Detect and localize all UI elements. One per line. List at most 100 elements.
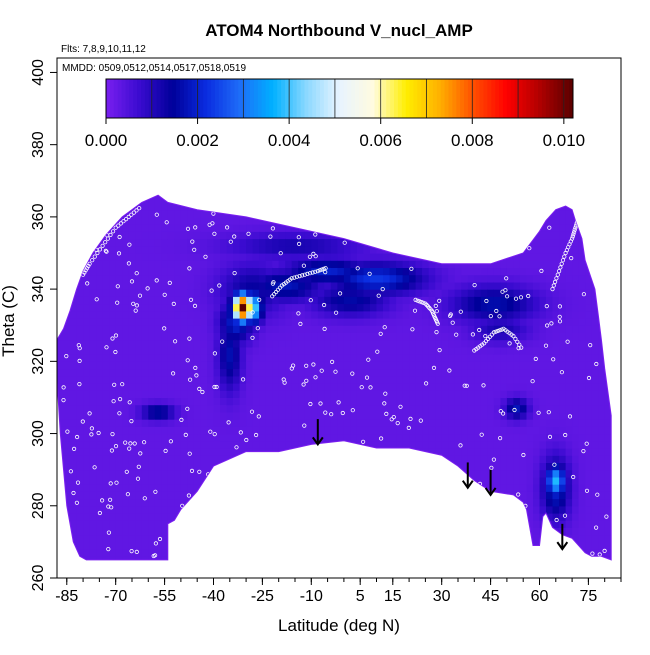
heat-cell bbox=[311, 498, 319, 507]
heat-cell bbox=[500, 498, 508, 507]
heat-cell bbox=[76, 224, 84, 232]
heat-cell bbox=[148, 484, 156, 492]
heat-cell bbox=[356, 491, 364, 500]
heat-cell bbox=[415, 332, 423, 341]
heat-cell bbox=[135, 390, 143, 398]
heat-cell bbox=[559, 455, 567, 463]
heat-cell bbox=[480, 238, 488, 247]
heat-cell bbox=[350, 245, 358, 254]
heat-cell bbox=[409, 375, 417, 384]
heat-cell bbox=[213, 339, 221, 348]
heat-cell bbox=[89, 361, 97, 370]
heat-cell bbox=[233, 202, 241, 211]
heat-cell bbox=[513, 289, 521, 297]
heat-cell bbox=[389, 361, 397, 370]
heat-cell bbox=[591, 513, 599, 521]
sample-point bbox=[359, 385, 364, 390]
heat-cell bbox=[167, 224, 175, 232]
heat-cell bbox=[539, 383, 547, 391]
heat-cell bbox=[63, 195, 71, 196]
heat-cell bbox=[422, 267, 430, 276]
heat-cell bbox=[422, 564, 429, 572]
heat-cell bbox=[454, 195, 462, 196]
heat-cell bbox=[415, 419, 423, 427]
heat-cell bbox=[552, 274, 560, 283]
heat-cell bbox=[611, 217, 618, 225]
heat-cell bbox=[291, 361, 299, 370]
heat-cell bbox=[174, 520, 182, 528]
heat-cell bbox=[422, 209, 430, 218]
heat-cell bbox=[396, 426, 404, 435]
heat-cell bbox=[200, 404, 208, 413]
heat-cell bbox=[63, 469, 71, 478]
heat-cell bbox=[207, 346, 215, 355]
heat-cell bbox=[572, 375, 580, 384]
heat-cell bbox=[89, 260, 97, 268]
heat-cell bbox=[448, 541, 456, 550]
heat-cell bbox=[83, 281, 91, 290]
heat-cell bbox=[402, 549, 410, 557]
heat-cell bbox=[578, 195, 586, 203]
heat-cell bbox=[154, 339, 162, 348]
heat-cell bbox=[278, 296, 286, 305]
sample-point bbox=[163, 448, 168, 453]
heat-cell bbox=[89, 541, 97, 550]
sample-point bbox=[241, 377, 246, 382]
heat-cell bbox=[467, 433, 475, 442]
heat-cell bbox=[441, 549, 449, 557]
sample-point bbox=[342, 240, 347, 245]
heat-cell bbox=[363, 310, 371, 319]
heat-cell bbox=[519, 534, 527, 543]
heat-cell bbox=[174, 469, 182, 478]
heat-cell bbox=[513, 281, 521, 290]
heat-cell bbox=[389, 419, 397, 427]
heat-cell bbox=[161, 541, 169, 550]
heat-cell bbox=[174, 476, 182, 485]
heat-cell bbox=[422, 455, 430, 463]
heat-cell bbox=[102, 325, 110, 333]
heat-cell bbox=[220, 556, 228, 560]
heat-cell bbox=[454, 325, 462, 333]
sample-point bbox=[127, 400, 132, 405]
heat-cell bbox=[435, 411, 443, 420]
heat-cell bbox=[461, 281, 469, 290]
heat-cell bbox=[285, 281, 293, 290]
heat-cell bbox=[409, 354, 417, 362]
heat-cell bbox=[487, 534, 495, 543]
heat-cell bbox=[519, 476, 527, 485]
heat-cell bbox=[324, 484, 332, 492]
heat-cell bbox=[389, 202, 397, 211]
heat-cell bbox=[239, 549, 247, 557]
heat-cell bbox=[376, 419, 384, 427]
heat-cell bbox=[259, 419, 267, 427]
heat-cell bbox=[604, 361, 612, 370]
sample-point bbox=[113, 349, 118, 355]
heat-cell bbox=[233, 375, 241, 384]
heat-cell bbox=[533, 383, 541, 391]
heat-cell bbox=[467, 505, 475, 514]
heat-cell bbox=[539, 325, 547, 333]
heat-cell bbox=[122, 448, 130, 456]
heat-cell bbox=[180, 224, 188, 232]
heat-cell bbox=[546, 195, 554, 196]
heat-cell bbox=[611, 527, 618, 535]
heat-cell bbox=[330, 455, 338, 463]
heat-cell bbox=[83, 209, 91, 218]
heat-cell bbox=[285, 260, 293, 268]
heat-cell bbox=[487, 339, 495, 348]
heat-cell bbox=[611, 325, 618, 333]
heat-cell bbox=[448, 216, 456, 225]
heat-cell bbox=[428, 440, 436, 449]
heat-cell bbox=[122, 274, 130, 283]
heat-cell bbox=[363, 469, 371, 478]
heat-cell bbox=[128, 195, 136, 196]
heat-cell bbox=[246, 527, 254, 536]
sample-point bbox=[153, 541, 158, 546]
heat-cell bbox=[207, 419, 215, 427]
heat-cell bbox=[57, 419, 65, 427]
heat-cell bbox=[83, 484, 91, 492]
sample-point bbox=[549, 321, 554, 326]
heat-cell bbox=[422, 296, 430, 305]
heat-cell bbox=[519, 455, 527, 463]
heat-cell bbox=[272, 498, 280, 507]
